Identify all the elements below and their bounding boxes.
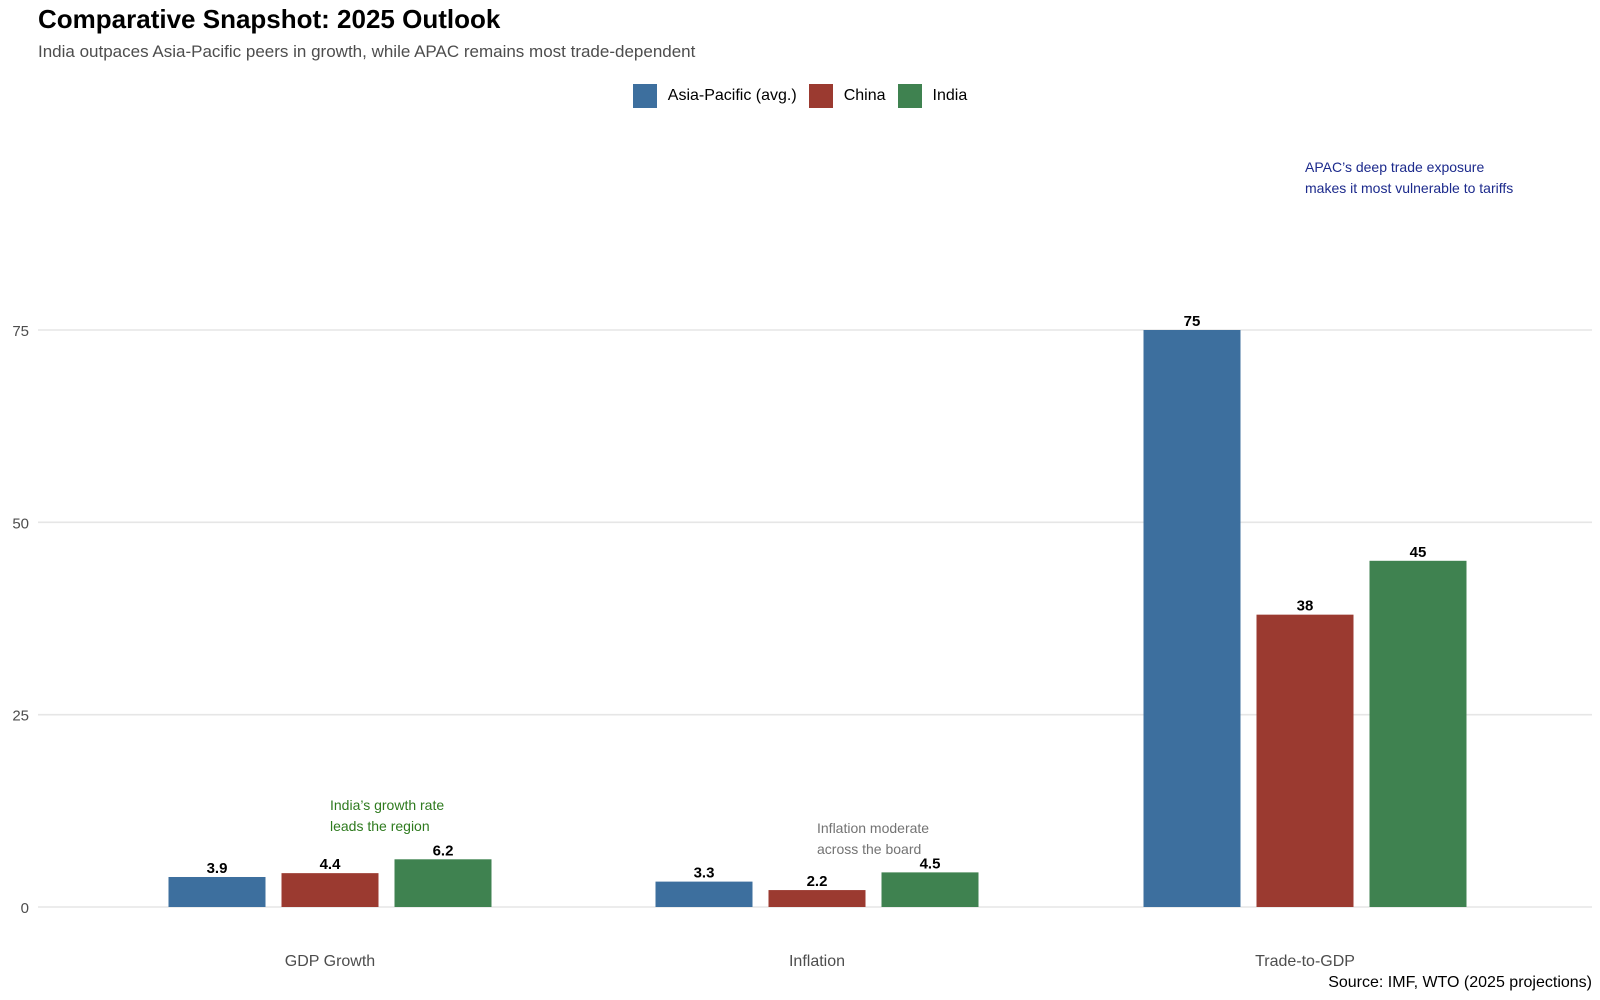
bar-trade-to-gdp-china xyxy=(1257,615,1354,907)
value-label-trade-to-gdp-china: 38 xyxy=(1297,598,1314,615)
value-label-gdp-growth-india: 6.2 xyxy=(433,842,454,859)
annotation-line: makes it most vulnerable to tariffs xyxy=(1305,180,1513,196)
annotation-line: India’s growth rate xyxy=(330,797,444,813)
value-label-inflation-china: 2.2 xyxy=(807,873,828,890)
bar-gdp-growth-asia-pacific-avg xyxy=(169,877,266,907)
y-tick-label-25: 25 xyxy=(12,708,29,725)
annotation-inflation: Inflation moderate across the board xyxy=(817,820,929,857)
bar-trade-to-gdp-asia-pacific-avg xyxy=(1144,330,1241,907)
value-label-gdp-growth-asia-pacific-avg: 3.9 xyxy=(207,860,228,877)
bar-inflation-asia-pacific-avg xyxy=(656,882,753,907)
value-label-gdp-growth-china: 4.4 xyxy=(320,856,342,873)
bar-inflation-india xyxy=(882,872,979,907)
x-tick-label-gdp-growth: GDP Growth xyxy=(285,953,375,970)
annotation-line: Inflation moderate xyxy=(817,820,929,836)
value-label-trade-to-gdp-india: 45 xyxy=(1410,544,1427,561)
bar-gdp-growth-china xyxy=(282,873,379,907)
bar-inflation-china xyxy=(769,890,866,907)
bar-trade-to-gdp-india xyxy=(1370,561,1467,907)
annotation-gdp-growth: India’s growth rate leads the region xyxy=(330,797,444,834)
source-note: Source: IMF, WTO (2025 projections) xyxy=(1328,974,1592,992)
bar-gdp-growth-india xyxy=(395,859,492,907)
value-label-inflation-asia-pacific-avg: 3.3 xyxy=(694,865,715,882)
annotation-trade-to-gdp: APAC’s deep trade exposure makes it most … xyxy=(1305,159,1513,196)
value-label-trade-to-gdp-asia-pacific-avg: 75 xyxy=(1184,313,1201,330)
y-tick-label-75: 75 xyxy=(12,323,29,340)
bar-chart: 02550753.9 4.46.2GDP Growth3.3 2.24.5Infla… xyxy=(0,0,1600,1000)
annotation-line: across the board xyxy=(817,841,921,857)
y-tick-label-50: 50 xyxy=(12,515,29,532)
value-label-inflation-india: 4.5 xyxy=(920,855,941,872)
y-tick-label-0: 0 xyxy=(21,900,29,917)
x-tick-label-trade-to-gdp: Trade-to-GDP xyxy=(1255,953,1355,970)
x-tick-label-inflation: Inflation xyxy=(789,953,845,970)
annotation-line: APAC’s deep trade exposure xyxy=(1305,159,1484,175)
annotation-line: leads the region xyxy=(330,818,430,834)
